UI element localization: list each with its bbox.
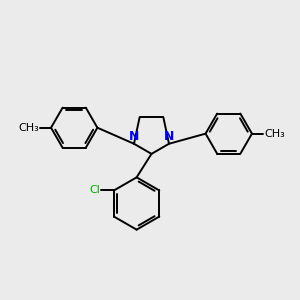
Text: Cl: Cl	[89, 185, 100, 195]
Text: N: N	[129, 130, 139, 143]
Text: CH₃: CH₃	[18, 123, 39, 133]
Text: N: N	[164, 130, 174, 143]
Text: CH₃: CH₃	[264, 129, 285, 139]
